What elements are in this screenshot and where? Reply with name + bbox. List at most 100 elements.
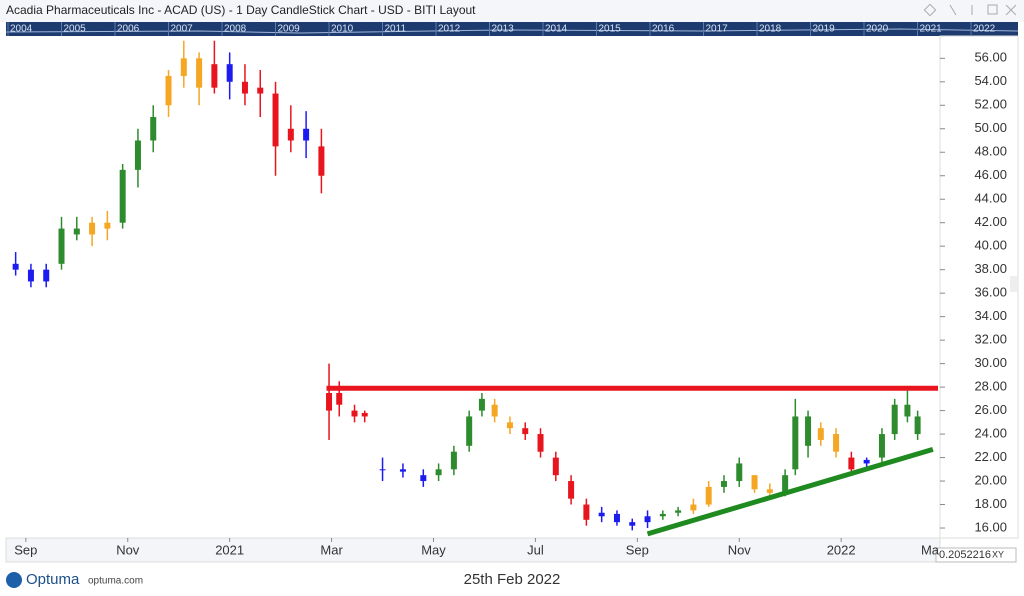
x-tick-label: Sep xyxy=(626,542,649,557)
candle-body xyxy=(272,93,279,147)
candle-body xyxy=(792,416,799,470)
navigator-year: 2010 xyxy=(331,24,354,35)
x-axis-panel xyxy=(5,537,941,563)
candle-body xyxy=(150,117,157,141)
candle-body xyxy=(690,504,697,511)
x-tick-label: Jul xyxy=(527,542,544,557)
y-tick-label: 16.00 xyxy=(974,519,1007,534)
navigator-year: 2018 xyxy=(759,24,782,35)
y-tick-label: 26.00 xyxy=(974,402,1007,417)
candle-body xyxy=(336,392,343,405)
window-icons xyxy=(923,3,1017,17)
candle-body xyxy=(878,434,885,458)
candle-body xyxy=(399,469,406,472)
candle-body xyxy=(104,222,111,229)
readout-box xyxy=(935,547,1017,563)
candle-body xyxy=(598,512,605,517)
y-tick-label: 42.00 xyxy=(974,214,1007,229)
candle-body xyxy=(478,398,485,411)
candle-body xyxy=(782,475,789,493)
candle-body xyxy=(351,410,358,417)
x-tick-label: Sep xyxy=(14,542,37,557)
candle-body xyxy=(303,128,310,141)
candle-body xyxy=(629,522,636,526)
y-tick-label: 54.00 xyxy=(974,73,1007,88)
navigator-year: 2005 xyxy=(64,24,87,35)
y-axis-panel xyxy=(939,35,1019,539)
candle-body xyxy=(833,434,840,452)
candle-body xyxy=(326,392,333,411)
brand: Optuma xyxy=(26,571,80,588)
candle-body xyxy=(58,228,65,264)
navigator-year: 2008 xyxy=(224,24,247,35)
candle-body xyxy=(257,87,264,94)
candle-body xyxy=(705,486,712,505)
candle-body xyxy=(241,81,248,94)
navigator-year: 2006 xyxy=(117,24,140,35)
candle-body xyxy=(12,263,19,270)
y-tick-label: 30.00 xyxy=(974,355,1007,370)
chart-title: Acadia Pharmaceuticals Inc - ACAD (US) -… xyxy=(6,3,476,17)
x-tick-label: Nov xyxy=(116,542,140,557)
candle-body xyxy=(914,416,921,435)
y-tick-label: 48.00 xyxy=(974,144,1007,159)
candle-body xyxy=(766,489,773,493)
candle-body xyxy=(361,412,368,417)
x-tick-label: Nov xyxy=(728,542,752,557)
y-tick-label: 24.00 xyxy=(974,426,1007,441)
candle-body xyxy=(891,404,898,435)
y-tick-label: 34.00 xyxy=(974,308,1007,323)
candle-body xyxy=(675,510,682,513)
y-tick-label: 22.00 xyxy=(974,449,1007,464)
y-tick-label: 32.00 xyxy=(974,332,1007,347)
candle-body xyxy=(568,481,575,499)
x-tick-label: 2021 xyxy=(215,542,244,557)
navigator-year: 2012 xyxy=(438,24,461,35)
mode: XY xyxy=(992,549,1004,559)
y-tick-label: 20.00 xyxy=(974,472,1007,487)
readout: 0.2052216 xyxy=(939,549,991,561)
candle-body xyxy=(644,516,651,523)
candle-body xyxy=(211,64,218,88)
y-tick-label: 52.00 xyxy=(974,97,1007,112)
title-bar xyxy=(0,0,1024,22)
navigator-year: 2013 xyxy=(492,24,515,35)
candle-body xyxy=(450,451,457,470)
candle-body xyxy=(817,428,824,440)
candle-body xyxy=(537,434,544,452)
candle-body xyxy=(904,404,911,417)
x-tick-label: 2022 xyxy=(827,542,856,557)
x-tick-label: Ma xyxy=(921,542,940,557)
navigator-line xyxy=(5,28,1019,34)
collapse-tab[interactable] xyxy=(1010,276,1018,292)
candle-body xyxy=(180,58,187,76)
navigator-year: 2009 xyxy=(278,24,301,35)
candle-body xyxy=(379,469,386,471)
candle-body xyxy=(751,475,758,490)
candle-body xyxy=(863,459,870,464)
navigator-year: 2017 xyxy=(706,24,729,35)
logo xyxy=(6,572,22,588)
candle-body xyxy=(119,169,126,223)
candle-body xyxy=(435,469,442,476)
navigator-year: 2004 xyxy=(10,24,33,35)
candle-body xyxy=(287,128,294,141)
candle-body xyxy=(736,463,743,482)
candle-body xyxy=(43,269,50,282)
candle-body xyxy=(848,457,855,470)
navigator-year: 2020 xyxy=(866,24,889,35)
candle-body xyxy=(27,269,34,282)
candle-body xyxy=(522,428,529,435)
candle-body xyxy=(583,504,590,520)
candle-body xyxy=(506,422,513,429)
candle-body xyxy=(134,140,141,170)
navigator-year: 2016 xyxy=(652,24,675,35)
navigator-year: 2011 xyxy=(385,24,407,35)
y-tick-label: 38.00 xyxy=(974,261,1007,276)
candle-body xyxy=(659,513,666,517)
candle-body xyxy=(226,64,233,82)
y-tick-label: 18.00 xyxy=(974,496,1007,511)
candle-body xyxy=(318,146,325,176)
y-tick-label: 44.00 xyxy=(974,191,1007,206)
candle-body xyxy=(165,75,172,106)
